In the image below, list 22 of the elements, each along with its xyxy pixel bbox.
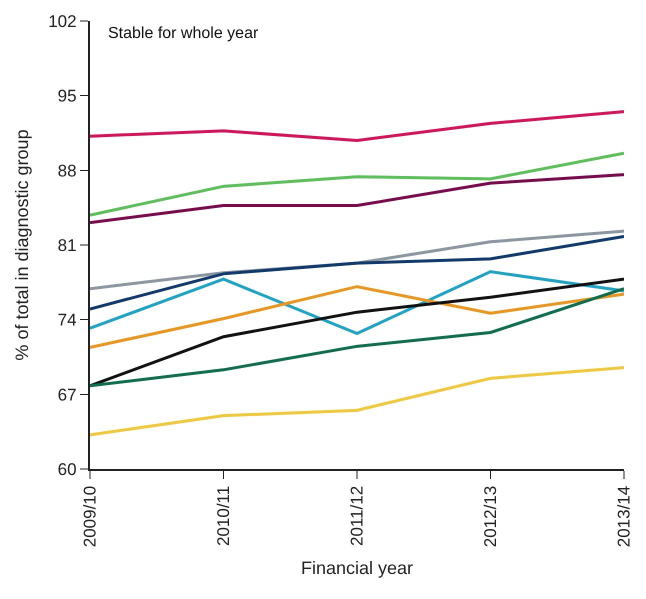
- line-series: [90, 173, 624, 224]
- y-tick-label: 88: [58, 161, 77, 180]
- y-tick-label: 81: [58, 236, 77, 255]
- y-tick-label: 102: [48, 12, 77, 31]
- y-tick-label: 74: [58, 310, 77, 330]
- line-series: [90, 234, 624, 310]
- line-series: [90, 366, 624, 436]
- chart-title: Stable for whole year: [108, 25, 259, 42]
- x-axis-title: Financial year: [300, 558, 414, 578]
- x-tick-label: 2009/10: [80, 486, 100, 548]
- y-tick-label: 60: [58, 460, 77, 479]
- line-series: [90, 285, 624, 349]
- line-series: [90, 110, 624, 142]
- x-tick-label: 2012/13: [481, 486, 500, 548]
- line-series: [90, 152, 624, 217]
- x-tick-label: 2013/14: [614, 486, 634, 548]
- x-tick-label: 2010/11: [214, 486, 234, 546]
- y-tick-label: 67: [58, 385, 77, 404]
- y-tick-label: 95: [58, 86, 77, 106]
- x-tick-label: 2011/12: [348, 486, 367, 546]
- y-axis-title: % of total in diagnostic group: [12, 129, 32, 361]
- line-series: [90, 270, 624, 336]
